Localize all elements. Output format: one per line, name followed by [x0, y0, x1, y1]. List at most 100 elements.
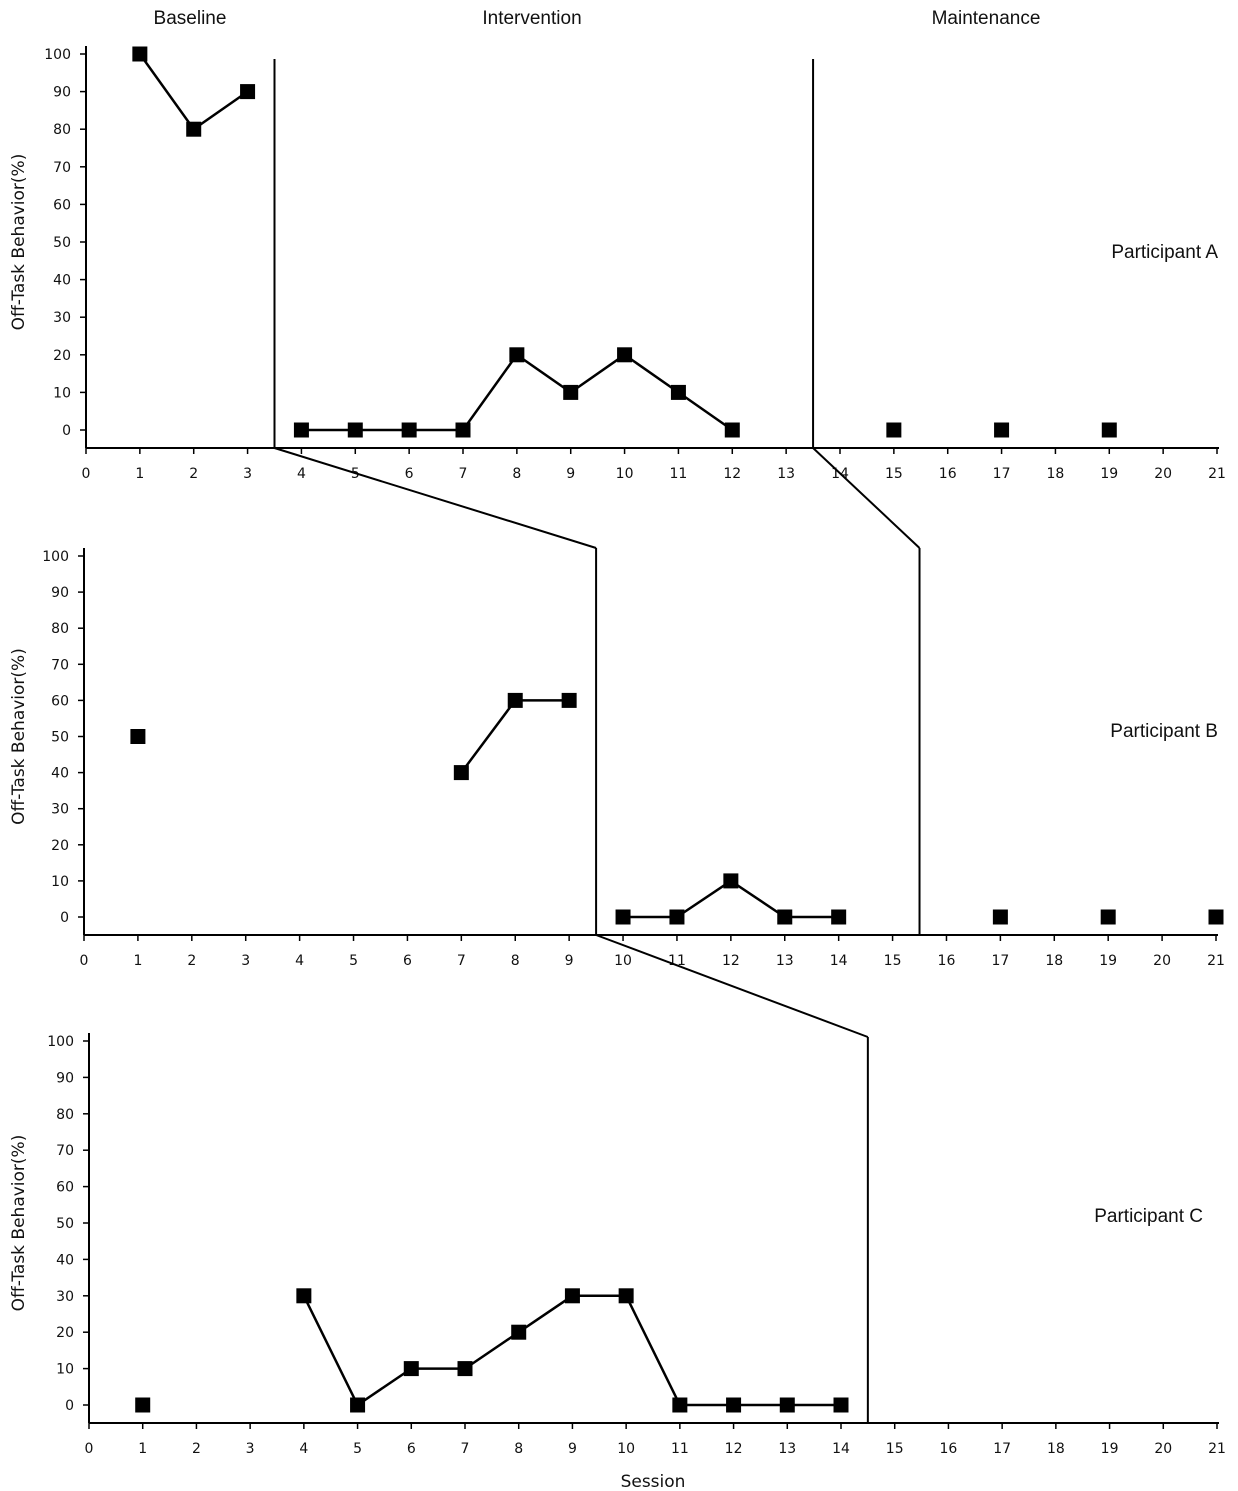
y-axis-label: Off-Task Behavior(%) [9, 154, 29, 331]
data-point [509, 347, 525, 363]
data-point [615, 909, 631, 925]
data-point [130, 729, 146, 744]
y-tick-label: 50 [51, 730, 69, 746]
data-point [670, 384, 686, 400]
data-point [726, 1397, 742, 1413]
data-point [564, 1288, 580, 1304]
x-tick-label: 18 [1045, 953, 1063, 969]
y-tick-label: 40 [56, 1252, 74, 1268]
data-point [779, 1397, 795, 1413]
data-point [293, 422, 309, 438]
x-tick-label: 20 [1153, 953, 1171, 969]
x-tick-label: 19 [1101, 1441, 1119, 1457]
data-point [1100, 909, 1116, 925]
x-tick-label: 0 [80, 953, 89, 969]
y-tick-label: 90 [56, 1070, 74, 1086]
panel-participant-a: 0102030405060708090100012345678910111213… [9, 46, 1226, 482]
x-tick-label: 11 [671, 1441, 689, 1457]
participant-label: Participant B [1110, 721, 1218, 742]
data-point [617, 347, 633, 363]
y-axis-label: Off-Task Behavior(%) [9, 1135, 29, 1312]
x-tick-label: 14 [832, 1441, 850, 1457]
x-tick-label: 3 [246, 1441, 255, 1457]
data-point [240, 84, 256, 100]
x-tick-label: 15 [885, 466, 903, 482]
data-point [831, 909, 847, 925]
x-tick-label: 3 [241, 953, 250, 969]
y-tick-label: 80 [51, 621, 69, 637]
data-point [1208, 909, 1224, 925]
x-tick-label: 4 [297, 466, 306, 482]
x-tick-label: 7 [457, 953, 466, 969]
x-tick-label: 9 [568, 1441, 577, 1457]
x-tick-label: 18 [1047, 466, 1065, 482]
y-tick-label: 20 [51, 838, 69, 854]
x-tick-label: 10 [616, 466, 634, 482]
x-tick-label: 0 [82, 466, 91, 482]
x-tick-label: 12 [723, 466, 741, 482]
x-tick-label: 6 [403, 953, 412, 969]
y-tick-label: 10 [51, 874, 69, 890]
data-point [561, 692, 577, 708]
x-tick-label: 15 [886, 1441, 904, 1457]
data-point [511, 1324, 527, 1340]
phase-connector-line [274, 447, 597, 549]
y-tick-label: 70 [53, 160, 71, 176]
y-tick-label: 20 [56, 1325, 74, 1341]
data-point [563, 384, 579, 400]
x-tick-label: 13 [778, 1441, 796, 1457]
x-tick-label: 2 [192, 1441, 201, 1457]
y-tick-label: 50 [53, 235, 71, 251]
y-tick-label: 80 [53, 122, 71, 138]
y-tick-label: 90 [53, 85, 71, 101]
data-point [886, 422, 902, 438]
x-tick-label: 21 [1208, 466, 1226, 482]
phase-label-baseline: Baseline [154, 8, 227, 29]
y-tick-label: 0 [65, 1398, 74, 1414]
x-tick-label: 8 [512, 466, 521, 482]
data-point [186, 121, 202, 137]
participant-panels: 0102030405060708090100012345678910111213… [9, 46, 1226, 1457]
y-tick-label: 40 [51, 766, 69, 782]
x-tick-label: 15 [884, 953, 902, 969]
y-tick-label: 30 [53, 310, 71, 326]
x-axis-label: Session [621, 1472, 686, 1491]
data-point [457, 1361, 473, 1377]
y-tick-label: 10 [56, 1362, 74, 1378]
data-point [507, 692, 523, 708]
x-tick-label: 5 [349, 953, 358, 969]
phase-connector-line [595, 934, 869, 1038]
x-tick-label: 4 [295, 953, 304, 969]
series-line [460, 699, 570, 774]
y-tick-label: 20 [53, 348, 71, 364]
y-tick-label: 30 [56, 1289, 74, 1305]
x-tick-label: 1 [135, 466, 144, 482]
x-tick-label: 20 [1154, 466, 1172, 482]
data-point [296, 1288, 312, 1304]
x-tick-label: 3 [243, 466, 252, 482]
phase-label-intervention: Intervention [482, 8, 581, 29]
x-tick-label: 10 [617, 1441, 635, 1457]
x-tick-label: 7 [461, 1441, 470, 1457]
x-tick-label: 8 [511, 953, 520, 969]
phase-label-maintenance: Maintenance [932, 8, 1041, 29]
y-tick-label: 70 [56, 1143, 74, 1159]
data-point [724, 422, 740, 438]
x-tick-label: 7 [459, 466, 468, 482]
x-tick-label: 9 [566, 466, 575, 482]
y-tick-label: 60 [56, 1180, 74, 1196]
data-point [672, 1397, 688, 1413]
x-tick-label: 21 [1207, 953, 1225, 969]
y-tick-label: 0 [62, 423, 71, 439]
data-point [453, 765, 469, 781]
x-tick-label: 10 [614, 953, 632, 969]
x-tick-label: 9 [565, 953, 574, 969]
x-tick-label: 11 [668, 953, 686, 969]
x-tick-label: 17 [993, 466, 1011, 482]
data-point [723, 873, 739, 889]
series-line [138, 53, 249, 131]
y-tick-label: 40 [53, 273, 71, 289]
